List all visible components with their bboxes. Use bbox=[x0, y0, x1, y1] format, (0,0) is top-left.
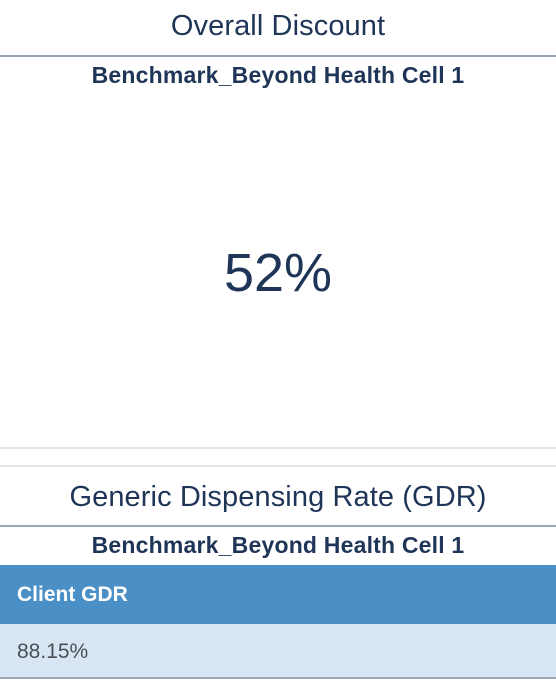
table-row: 88.15% bbox=[0, 624, 556, 679]
panel-divider bbox=[0, 447, 556, 449]
table-header-client-gdr[interactable]: Client GDR bbox=[0, 565, 556, 624]
gdr-subtitle: Benchmark_Beyond Health Cell 1 bbox=[91, 532, 465, 558]
gdr-title: Generic Dispensing Rate (GDR) bbox=[69, 481, 487, 513]
overall-discount-title: Overall Discount bbox=[170, 10, 386, 42]
overall-discount-value: 52% bbox=[223, 243, 333, 303]
title-divider bbox=[0, 55, 556, 57]
title-divider bbox=[0, 525, 556, 527]
panel-divider bbox=[0, 465, 556, 467]
overall-discount-subtitle: Benchmark_Beyond Health Cell 1 bbox=[91, 62, 465, 88]
client-gdr-table: Client GDR 88.15% bbox=[0, 565, 556, 679]
